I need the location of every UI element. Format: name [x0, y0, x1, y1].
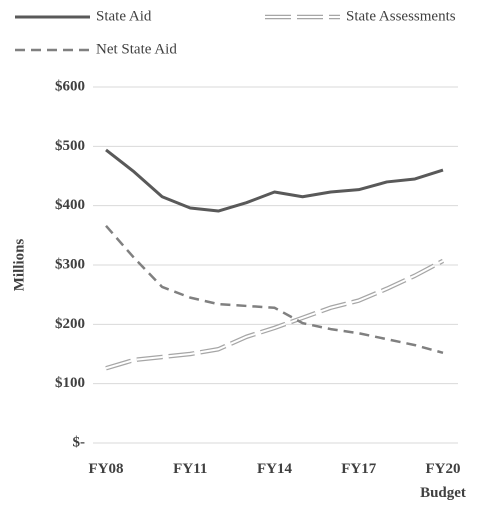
series-line [105, 258, 445, 371]
series-line-inner [105, 259, 444, 370]
x-tick-label: FY11 [173, 461, 208, 477]
y-tick-label: $- [73, 434, 86, 450]
series-line [105, 225, 444, 355]
y-tick-label: $400 [55, 197, 85, 213]
legend-label: State Aid [96, 8, 152, 24]
y-tick-label: $500 [55, 138, 85, 154]
y-tick-label: $100 [55, 375, 85, 391]
legend-label: State Assessments [346, 8, 456, 24]
x-tick-label: FY08 [88, 461, 124, 477]
legend-label: Net State Aid [96, 41, 177, 57]
y-tick-label: $300 [55, 256, 85, 272]
series-line [105, 148, 444, 213]
y-tick-label: $200 [55, 316, 85, 332]
y-tick-label: $600 [55, 78, 85, 94]
y-axis-label: Millions [11, 239, 27, 292]
x-tick-label: FY17 [341, 461, 377, 477]
x-tick-label: FY20 Budget [420, 461, 466, 501]
x-tick-label: FY14 [257, 461, 292, 477]
